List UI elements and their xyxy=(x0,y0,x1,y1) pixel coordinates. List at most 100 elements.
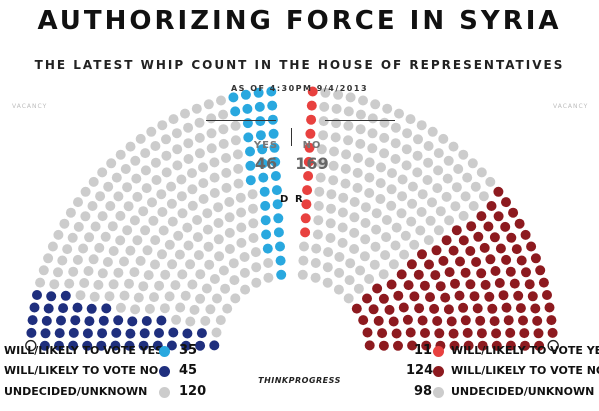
dem-seat-no xyxy=(54,328,65,339)
dem-seat-no xyxy=(182,328,193,339)
dem-seat-undecided xyxy=(104,291,115,302)
rep-seat-no xyxy=(486,201,497,211)
dem-seat-undecided xyxy=(224,227,235,238)
rep-seat-undecided xyxy=(427,197,437,208)
dem-seat-undecided xyxy=(161,150,172,161)
rep-seat-no xyxy=(448,245,459,256)
dem-seat-undecided xyxy=(183,138,194,149)
rep-seat-no xyxy=(509,278,520,289)
rep-seat-undecided xyxy=(375,178,386,189)
rep-seat-no xyxy=(409,291,420,302)
dem-seat-undecided xyxy=(228,258,239,269)
rep-seat-undecided xyxy=(316,144,327,155)
legend-rep-undecided-label: UNDECIDED/UNKNOWN xyxy=(451,385,595,398)
rep-seat-no xyxy=(362,327,373,338)
dem-seat-no xyxy=(43,303,54,314)
dem-seat-undecided xyxy=(166,198,177,209)
dem-seat-no xyxy=(113,315,124,326)
dem-seat-no xyxy=(138,340,149,351)
dem-seat-undecided xyxy=(187,200,198,211)
dem-seat-undecided xyxy=(224,197,235,207)
dem-seat-no xyxy=(32,290,42,300)
dem-seat-undecided xyxy=(206,113,217,124)
dem-seat-undecided xyxy=(106,158,117,169)
dem-seat-undecided xyxy=(73,221,84,232)
rep-seat-undecided xyxy=(313,200,324,211)
dem-seat-undecided xyxy=(111,172,122,183)
dem-seat-undecided xyxy=(180,290,191,301)
dem-seat-yes xyxy=(240,89,251,100)
rep-seat-no xyxy=(485,254,496,265)
dem-seat-undecided xyxy=(218,109,229,120)
dem-seat-undecided xyxy=(143,270,154,281)
rep-seat-undecided xyxy=(298,255,309,266)
rep-seat-no xyxy=(547,327,558,338)
dem-seat-undecided xyxy=(157,249,167,260)
dem-seat-undecided xyxy=(221,167,232,178)
rep-seat-no xyxy=(362,293,372,304)
rep-seat-no xyxy=(521,267,531,278)
dem-seat-undecided xyxy=(94,242,105,253)
legend-dem-no-value: 45 xyxy=(179,363,198,378)
dem-seat-undecided xyxy=(189,304,200,315)
page-title: AUTHORIZING FORCE IN SYRIA xyxy=(37,6,562,36)
rep-seat-no xyxy=(435,281,446,292)
dem-seat-undecided xyxy=(125,141,136,152)
dem-seat-no xyxy=(195,340,206,351)
rep-seat-undecided xyxy=(468,201,479,211)
rep-seat-undecided xyxy=(333,284,344,295)
rep-seat-undecided xyxy=(453,164,464,174)
dem-seat-undecided xyxy=(100,231,111,242)
dem-seat-undecided xyxy=(158,225,169,236)
dem-seat-undecided xyxy=(166,181,177,192)
dem-seat-yes xyxy=(268,128,279,139)
rep-seat-undecided xyxy=(406,216,417,227)
rep-seat-no xyxy=(446,316,457,327)
dem-seat-undecided xyxy=(203,99,214,110)
rep-seat-no xyxy=(501,302,512,313)
rep-seat-undecided xyxy=(328,175,339,186)
dem-seat-vacancy xyxy=(25,339,37,352)
rep-seat-undecided xyxy=(326,203,336,214)
dem-seat-undecided xyxy=(194,148,205,159)
legend-rep-no-swatch xyxy=(433,366,444,377)
dem-seat-undecided xyxy=(183,154,194,164)
dem-seat-undecided xyxy=(191,103,202,114)
dem-seat-undecided xyxy=(119,290,130,301)
dem-seat-undecided xyxy=(240,284,251,295)
rep-seat-undecided xyxy=(412,150,423,161)
dem-seat-undecided xyxy=(187,184,198,195)
rep-seat-undecided xyxy=(399,249,410,260)
rep-seat-no xyxy=(508,207,519,218)
dem-seat-undecided xyxy=(236,207,247,218)
dem-seat-yes xyxy=(253,87,264,98)
rep-seat-undecided xyxy=(323,247,334,258)
divider-center xyxy=(291,128,292,146)
dem-seat-no xyxy=(72,302,83,313)
rep-seat-undecided xyxy=(349,227,360,238)
rep-seat-undecided xyxy=(364,274,375,284)
rep-seat-undecided xyxy=(334,267,345,278)
rep-seat-no xyxy=(420,328,430,338)
rep-seat-no xyxy=(519,328,530,339)
dem-seat-undecided xyxy=(123,201,134,212)
dem-seat-no xyxy=(125,328,136,339)
rep-seat-no xyxy=(434,328,445,339)
rep-seat-no xyxy=(489,232,500,243)
legend-rep-undecided-value: 98 xyxy=(414,384,433,399)
rep-seat-no xyxy=(440,292,451,303)
rep-seat-no xyxy=(431,245,442,256)
dem-seat-no xyxy=(84,316,95,327)
dem-seat-no xyxy=(58,303,69,314)
rep-seat-undecided xyxy=(367,128,378,139)
rep-seat-no xyxy=(368,304,379,315)
dem-seat-yes xyxy=(228,92,239,103)
dem-seat-undecided xyxy=(142,245,153,256)
rep-seat-undecided xyxy=(360,234,371,245)
dem-seat-undecided xyxy=(90,221,101,232)
dem-seat-undecided xyxy=(79,278,90,288)
dem-seat-undecided xyxy=(180,108,190,119)
rep-seat-undecided xyxy=(470,181,481,192)
dem-seat-undecided xyxy=(177,269,188,280)
rep-seat-no xyxy=(393,340,403,351)
